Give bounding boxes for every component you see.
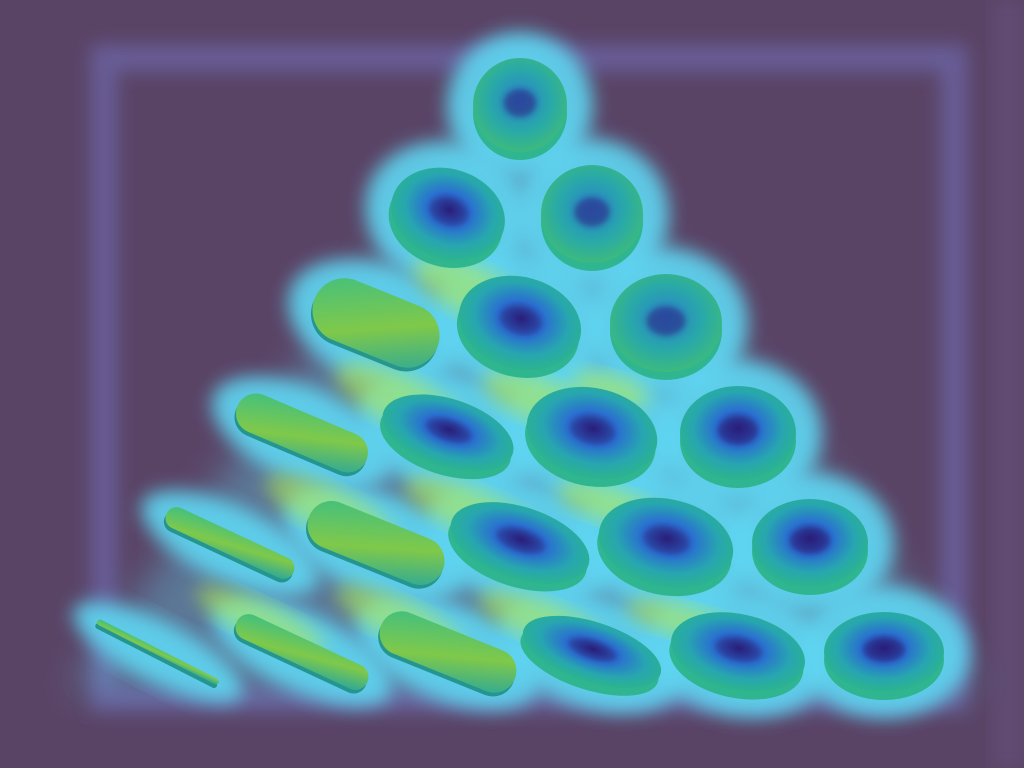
object-core xyxy=(496,528,545,554)
object-core xyxy=(646,306,686,336)
object-core xyxy=(715,637,762,663)
right-edge-band xyxy=(992,0,1024,768)
oval-object xyxy=(520,615,662,696)
object-core xyxy=(425,418,472,444)
rod-side xyxy=(95,623,218,689)
object-core xyxy=(863,638,905,662)
oval-object xyxy=(597,497,734,597)
disk-object xyxy=(541,165,643,271)
object-core xyxy=(503,88,537,118)
disk-object xyxy=(824,612,944,700)
object-core xyxy=(789,527,831,555)
oval-object xyxy=(388,167,505,269)
object-core xyxy=(499,306,542,336)
object-layer xyxy=(95,58,944,700)
oval-object xyxy=(380,394,514,480)
rod-top xyxy=(97,619,219,685)
oval-object xyxy=(525,386,658,487)
oval-object xyxy=(669,612,805,700)
object-core xyxy=(574,197,610,227)
disk-object xyxy=(473,58,567,160)
rod-top xyxy=(165,507,295,579)
object-core xyxy=(428,197,469,227)
object-core xyxy=(642,527,690,555)
rod-top xyxy=(235,393,369,473)
disk-object xyxy=(610,274,722,380)
rod-object xyxy=(233,614,369,694)
rod-top xyxy=(379,611,517,693)
rod-object xyxy=(378,611,517,697)
rod-object xyxy=(95,619,219,689)
disk-object xyxy=(680,386,796,488)
oval-object xyxy=(448,502,590,592)
oval-object xyxy=(456,275,582,378)
object-core xyxy=(717,416,759,446)
rod-top xyxy=(307,501,445,585)
rod-object xyxy=(310,278,440,372)
rod-object xyxy=(305,501,445,589)
rod-object xyxy=(163,507,295,583)
object-core xyxy=(569,416,616,446)
rod-top xyxy=(235,614,369,690)
disk-object xyxy=(752,499,868,595)
rod-top xyxy=(312,278,440,368)
rod-object xyxy=(234,393,369,477)
object-core xyxy=(568,638,617,662)
